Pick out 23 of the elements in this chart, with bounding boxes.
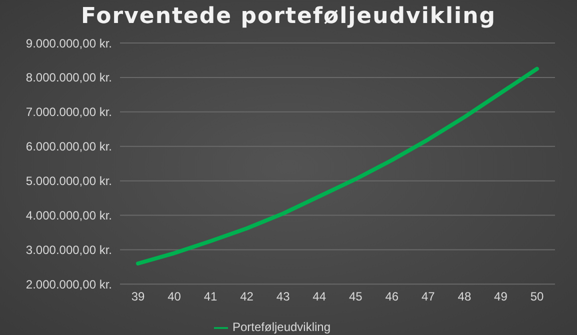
x-tick-label: 41 <box>204 290 218 304</box>
chart-title: Forventede porteføljeudvikling <box>80 4 498 29</box>
y-tick-label: 2.000.000,00 kr. <box>26 277 112 292</box>
y-tick-label: 5.000.000,00 kr. <box>26 174 112 188</box>
x-tick-label: 44 <box>312 290 326 304</box>
x-tick-label: 49 <box>494 290 508 304</box>
y-tick-label: 3.000.000,00 kr. <box>26 242 112 257</box>
x-tick-label: 42 <box>240 290 254 304</box>
x-tick-label: 47 <box>422 290 436 304</box>
x-tick-label: 40 <box>168 290 182 304</box>
x-tick-label: 43 <box>276 290 290 304</box>
x-tick-label: 46 <box>385 290 399 304</box>
y-tick-label: 7.000.000,00 kr. <box>26 105 112 120</box>
x-tick-label: 48 <box>458 290 472 304</box>
x-tick-label: 45 <box>348 290 363 304</box>
legend-label: Porteføljeudvikling <box>232 320 331 334</box>
y-tick-label: 6.000.000,00 kr. <box>26 140 112 154</box>
y-tick-label: 8.000.000,00 kr. <box>26 70 112 85</box>
x-tick-label: 50 <box>530 290 544 304</box>
line-series <box>136 66 539 266</box>
x-tick-label: 39 <box>131 290 145 304</box>
y-tick-label: 4.000.000,00 kr. <box>26 208 112 223</box>
y-tick-label: 9.000.000,00 kr. <box>26 36 112 50</box>
